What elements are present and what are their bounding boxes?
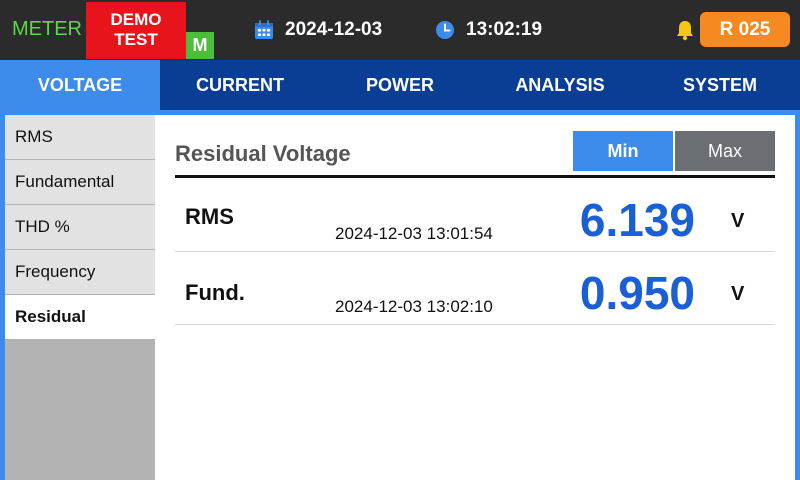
row-label: RMS	[185, 204, 234, 229]
row-unit: V	[731, 283, 745, 305]
clock-icon	[435, 20, 455, 40]
meter-label: METER	[12, 18, 82, 40]
bell-icon[interactable]	[674, 19, 696, 41]
row-unit: V	[731, 210, 745, 232]
sidebar-item-frequency[interactable]: Frequency	[5, 250, 155, 294]
demo-badge-text: DEMO TEST	[110, 10, 162, 49]
panel-title: Residual Voltage	[175, 141, 351, 166]
tab-power[interactable]: POWER	[365, 75, 434, 95]
record-badge[interactable]: R 025	[700, 12, 790, 47]
min-button[interactable]: Min	[573, 131, 673, 171]
time-display: 13:02:19	[435, 17, 542, 43]
row-divider	[175, 251, 775, 252]
row-value: 0.950	[579, 267, 695, 319]
main-tabs: VOLTAGE CURRENT POWER ANALYSIS SYSTEM	[0, 60, 800, 110]
sidebar-item-rms[interactable]: RMS	[5, 115, 155, 159]
row-timestamp: 2024-12-03 13:01:54	[335, 224, 493, 243]
date-display: 2024-12-03	[254, 17, 382, 43]
tab-system[interactable]: SYSTEM	[682, 75, 757, 95]
sidebar: RMS Fundamental THD % Frequency Residual	[5, 115, 155, 480]
mode-badge: M	[186, 32, 214, 59]
row-value: 6.139	[579, 194, 695, 246]
demo-test-badge: DEMO TEST	[86, 2, 186, 59]
max-button[interactable]: Max	[675, 131, 775, 171]
title-divider	[175, 175, 775, 178]
calendar-icon	[254, 20, 274, 40]
tab-voltage[interactable]: VOLTAGE	[0, 60, 160, 110]
tab-analysis[interactable]: ANALYSIS	[515, 75, 605, 95]
row-divider	[175, 324, 775, 325]
sidebar-item-thd[interactable]: THD %	[5, 205, 155, 249]
row-label: Fund.	[185, 280, 245, 305]
current-time: 13:02:19	[466, 19, 543, 40]
sidebar-item-fundamental[interactable]: Fundamental	[5, 160, 155, 204]
residual-voltage-panel: Residual Voltage Min Max RMS 2024-12-03 …	[155, 115, 795, 480]
row-timestamp: 2024-12-03 13:02:10	[335, 297, 493, 316]
current-date: 2024-12-03	[285, 19, 383, 40]
sidebar-item-residual[interactable]: Residual	[5, 295, 155, 339]
tab-current[interactable]: CURRENT	[196, 75, 284, 95]
status-bar: METER DEMO TEST M 2024-12-03	[0, 0, 800, 60]
